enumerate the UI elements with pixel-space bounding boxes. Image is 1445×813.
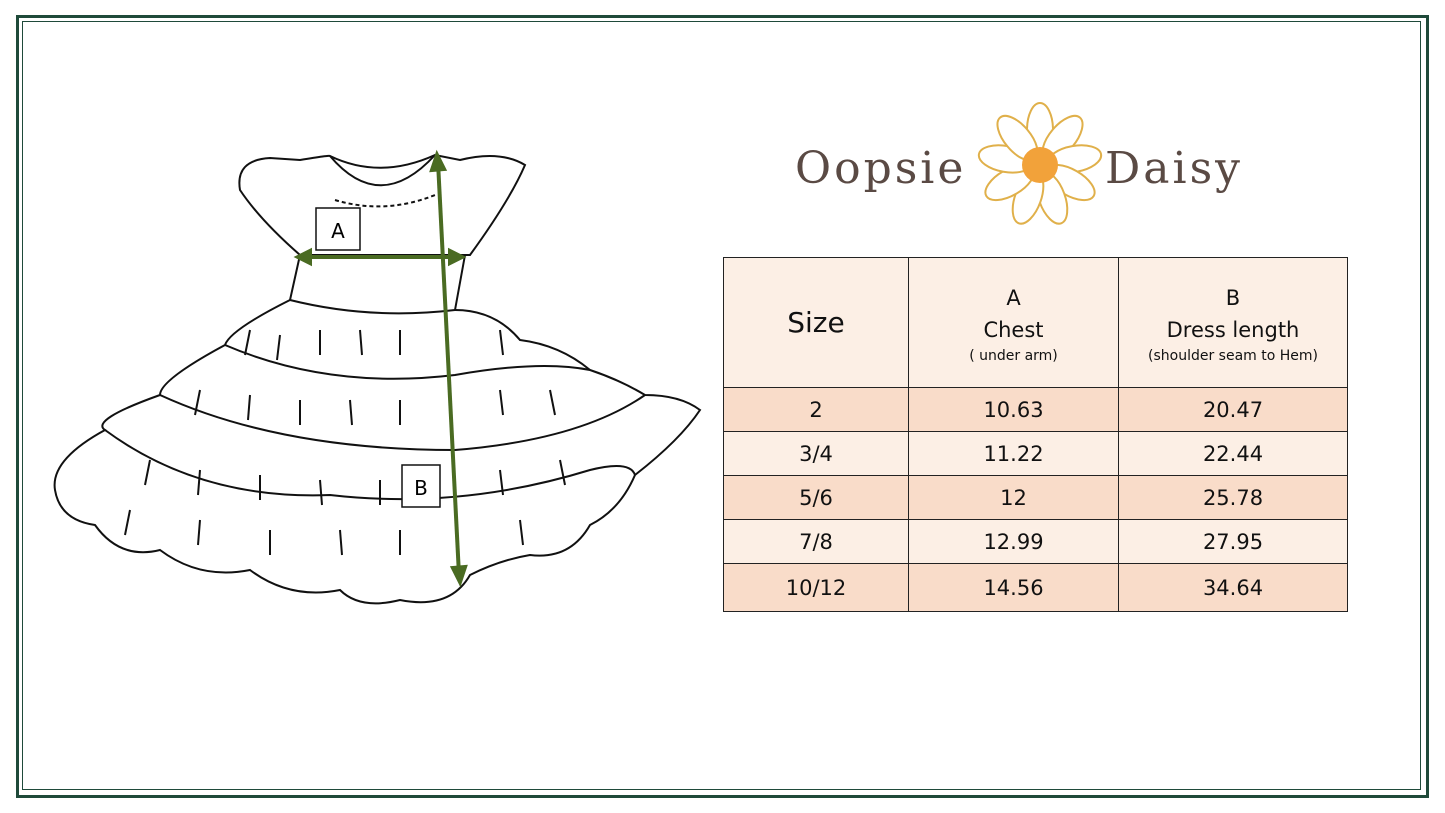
logo-text-right: Daisy (1105, 143, 1244, 194)
page-border-inner (22, 21, 1421, 790)
size-chart-table: Size A Chest ( under arm) B Dress length… (723, 257, 1348, 612)
page-border (16, 15, 1429, 798)
header-size-label: Size (787, 306, 845, 339)
header-size: Size (723, 257, 909, 388)
table-row: 7/8 12.99 27.95 (723, 519, 1348, 564)
daisy-icon (977, 102, 1103, 225)
cell-chest: 10.63 (908, 387, 1119, 432)
header-length: B Dress length (shoulder seam to Hem) (1118, 257, 1348, 388)
table-row: 5/6 12 25.78 (723, 475, 1348, 520)
cell-chest: 14.56 (908, 563, 1119, 612)
bodice-outline (238, 153, 527, 256)
header-chest-letter: A (1006, 285, 1021, 310)
table-row: 10/12 14.56 34.64 (723, 563, 1348, 612)
length-measure-arrow (436, 161, 461, 576)
cell-chest: 12.99 (908, 519, 1119, 564)
logo-text-left: Oopsie (795, 143, 967, 194)
cell-size: 5/6 (723, 475, 909, 520)
table-header-row: Size A Chest ( under arm) B Dress length… (723, 257, 1348, 388)
cell-size: 3/4 (723, 431, 909, 476)
cell-size: 7/8 (723, 519, 909, 564)
header-chest-note: ( under arm) (969, 347, 1058, 364)
cell-size: 10/12 (723, 563, 909, 612)
header-chest-title: Chest (983, 317, 1044, 342)
label-b: B (414, 476, 428, 500)
header-length-title: Dress length (1166, 317, 1300, 342)
cell-length: 27.95 (1118, 519, 1348, 564)
header-chest: A Chest ( under arm) (908, 257, 1119, 388)
header-length-letter: B (1225, 285, 1241, 310)
table-row: 3/4 11.22 22.44 (723, 431, 1348, 476)
dress-illustration: A B (53, 149, 702, 605)
header-length-note: (shoulder seam to Hem) (1148, 347, 1318, 364)
brand-logo: Oopsie Daisy (790, 95, 1280, 240)
cell-chest: 11.22 (908, 431, 1119, 476)
cell-length: 34.64 (1118, 563, 1348, 612)
label-a: A (331, 219, 345, 243)
table-row: 2 10.63 20.47 (723, 387, 1348, 432)
cell-length: 20.47 (1118, 387, 1348, 432)
cell-length: 22.44 (1118, 431, 1348, 476)
cell-chest: 12 (908, 475, 1119, 520)
cell-length: 25.78 (1118, 475, 1348, 520)
cell-size: 2 (723, 387, 909, 432)
